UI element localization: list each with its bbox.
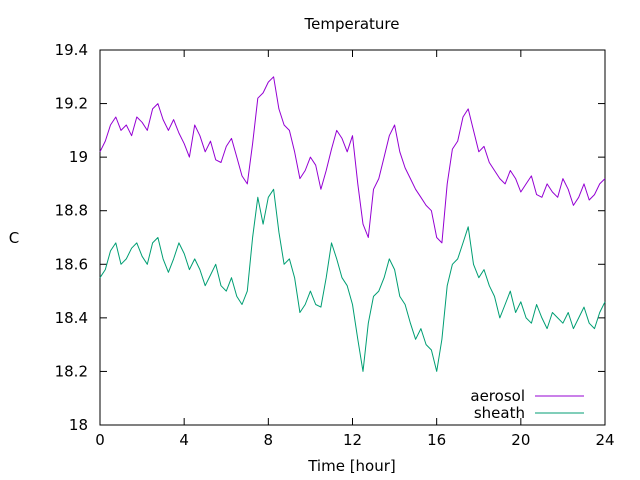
x-tick-label: 0 bbox=[95, 431, 105, 449]
series-line-sheath bbox=[99, 188, 606, 372]
y-tick-label: 18.8 bbox=[55, 202, 88, 220]
x-tick-label: 4 bbox=[179, 431, 189, 449]
y-tick-label: 19.2 bbox=[55, 95, 88, 113]
legend-label-sheath: sheath bbox=[474, 404, 525, 422]
axis-ticks: 0 4 8 12 16 20 24 18 18.2 18.4 18.6 18.8 19 19.2 19.4 bbox=[55, 41, 615, 449]
chart-title: Temperature bbox=[303, 15, 399, 33]
x-axis-label: Time [hour] bbox=[307, 457, 396, 475]
y-tick-label: 18.4 bbox=[55, 309, 88, 327]
x-tick-label: 24 bbox=[595, 431, 614, 449]
y-tick-label: 19.4 bbox=[55, 41, 88, 59]
x-tick-label: 8 bbox=[264, 431, 274, 449]
legend-label-aerosol: aerosol bbox=[470, 387, 525, 405]
y-tick-label: 18 bbox=[69, 416, 88, 434]
y-tick-label: 18.2 bbox=[55, 362, 88, 380]
y-axis-label: C bbox=[9, 229, 19, 247]
series-line-aerosol bbox=[99, 76, 606, 244]
series-group bbox=[99, 76, 606, 372]
y-tick-label: 18.6 bbox=[55, 255, 88, 273]
x-tick-label: 20 bbox=[511, 431, 530, 449]
x-tick-label: 12 bbox=[343, 431, 362, 449]
y-tick-label: 19 bbox=[69, 148, 88, 166]
plot-frame bbox=[99, 49, 606, 426]
x-tick-label: 16 bbox=[427, 431, 446, 449]
